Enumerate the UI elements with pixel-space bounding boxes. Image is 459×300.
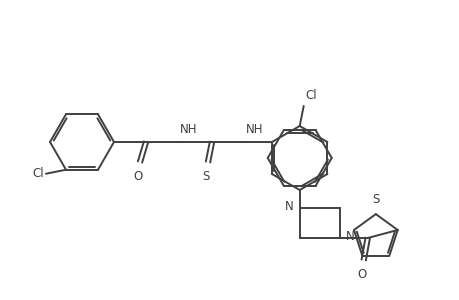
Text: NH: NH [179,123,197,136]
Text: NH: NH [246,123,263,136]
Text: Cl: Cl [305,89,317,102]
Text: O: O [356,268,365,281]
Text: N: N [284,200,293,212]
Text: S: S [371,193,379,206]
Text: N: N [345,230,354,242]
Text: Cl: Cl [32,167,44,180]
Text: O: O [133,170,142,183]
Text: S: S [202,170,209,183]
